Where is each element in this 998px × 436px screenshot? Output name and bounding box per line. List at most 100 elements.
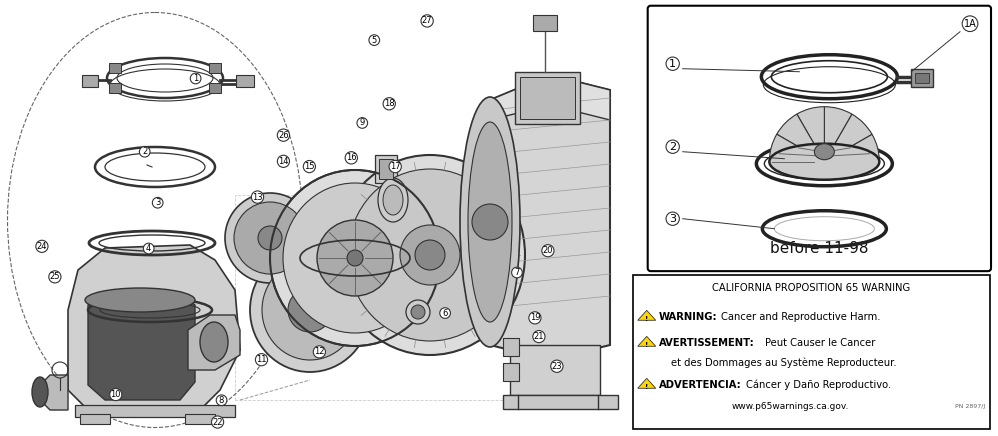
Bar xyxy=(375,155,397,183)
Ellipse shape xyxy=(411,305,425,319)
Text: before 11-98: before 11-98 xyxy=(770,241,868,255)
Text: Cancer and Reproductive Harm.: Cancer and Reproductive Harm. xyxy=(721,312,880,322)
Bar xyxy=(915,73,929,83)
Text: 9: 9 xyxy=(359,119,365,127)
Bar xyxy=(109,83,121,93)
Bar xyxy=(503,338,519,356)
Text: 6: 6 xyxy=(442,309,448,317)
Text: 3: 3 xyxy=(155,198,161,207)
Polygon shape xyxy=(88,292,195,400)
Text: 14: 14 xyxy=(278,157,288,166)
Bar xyxy=(911,69,933,87)
Text: 22: 22 xyxy=(213,418,223,426)
Text: 7: 7 xyxy=(514,268,520,277)
Text: 23: 23 xyxy=(552,362,562,371)
Text: 27: 27 xyxy=(422,17,432,25)
FancyBboxPatch shape xyxy=(648,6,991,271)
Ellipse shape xyxy=(32,377,48,407)
Text: 25: 25 xyxy=(50,272,60,281)
Text: !: ! xyxy=(645,342,649,347)
Ellipse shape xyxy=(317,220,393,296)
Text: 20: 20 xyxy=(543,246,553,255)
Bar xyxy=(515,72,580,124)
Ellipse shape xyxy=(769,144,879,180)
Bar xyxy=(210,83,222,93)
Wedge shape xyxy=(769,134,824,162)
Text: Cáncer y Daño Reproductivo.: Cáncer y Daño Reproductivo. xyxy=(746,379,891,390)
Wedge shape xyxy=(824,107,852,162)
Ellipse shape xyxy=(234,202,306,274)
Text: 8: 8 xyxy=(219,396,225,405)
Wedge shape xyxy=(796,107,824,162)
Wedge shape xyxy=(776,114,824,162)
Ellipse shape xyxy=(200,322,228,362)
Text: 21: 21 xyxy=(534,332,544,341)
Bar xyxy=(75,405,235,417)
Text: WARNING:: WARNING: xyxy=(659,312,718,322)
Bar xyxy=(80,414,110,424)
Polygon shape xyxy=(638,337,656,346)
Ellipse shape xyxy=(378,178,408,222)
Bar xyxy=(210,63,222,73)
Ellipse shape xyxy=(383,185,403,215)
Text: 26: 26 xyxy=(278,131,288,140)
Ellipse shape xyxy=(468,122,512,322)
Text: 19: 19 xyxy=(530,313,540,322)
Text: 12: 12 xyxy=(314,347,324,356)
Ellipse shape xyxy=(270,170,440,346)
Ellipse shape xyxy=(348,169,512,341)
Bar xyxy=(520,77,575,119)
Ellipse shape xyxy=(85,288,195,312)
Ellipse shape xyxy=(262,260,358,360)
Ellipse shape xyxy=(415,240,445,270)
Text: AVERTISSEMENT:: AVERTISSEMENT: xyxy=(659,337,754,347)
Text: 2: 2 xyxy=(142,147,148,156)
Text: 16: 16 xyxy=(346,153,356,162)
Text: 10: 10 xyxy=(111,390,121,399)
Ellipse shape xyxy=(225,193,315,283)
Ellipse shape xyxy=(283,183,427,333)
Text: 2: 2 xyxy=(669,142,677,152)
Ellipse shape xyxy=(400,225,460,285)
Text: 5: 5 xyxy=(371,36,377,44)
Text: 17: 17 xyxy=(390,162,400,171)
Bar xyxy=(533,15,557,31)
Text: 3: 3 xyxy=(670,214,677,224)
Bar xyxy=(379,159,393,179)
Ellipse shape xyxy=(814,144,834,160)
Polygon shape xyxy=(68,245,240,410)
Text: !: ! xyxy=(645,384,649,390)
Bar xyxy=(109,63,121,73)
Polygon shape xyxy=(40,375,68,410)
Text: 1: 1 xyxy=(193,74,199,83)
Ellipse shape xyxy=(250,248,370,372)
Bar xyxy=(236,75,254,87)
Text: 11: 11 xyxy=(256,355,266,364)
Wedge shape xyxy=(824,134,879,162)
Ellipse shape xyxy=(258,226,282,250)
Text: 13: 13 xyxy=(252,193,262,201)
Polygon shape xyxy=(490,75,610,120)
Ellipse shape xyxy=(472,204,508,240)
Bar xyxy=(503,395,618,409)
Ellipse shape xyxy=(347,250,363,266)
Ellipse shape xyxy=(406,300,430,324)
Ellipse shape xyxy=(335,155,525,355)
Text: 1: 1 xyxy=(670,59,677,69)
Polygon shape xyxy=(510,345,600,395)
Polygon shape xyxy=(638,310,656,320)
Text: www.p65warnings.ca.gov.: www.p65warnings.ca.gov. xyxy=(732,402,848,411)
Bar xyxy=(82,75,98,87)
Text: et des Dommages au Système Reproducteur.: et des Dommages au Système Reproducteur. xyxy=(671,358,896,368)
Bar xyxy=(503,363,519,381)
Text: PN 2897/J: PN 2897/J xyxy=(955,404,985,409)
Text: 1A: 1A xyxy=(964,19,976,29)
Ellipse shape xyxy=(460,97,520,347)
Wedge shape xyxy=(824,114,872,162)
Text: 24: 24 xyxy=(37,242,47,251)
Text: ADVERTENCIA:: ADVERTENCIA: xyxy=(659,380,742,390)
Polygon shape xyxy=(188,315,240,370)
Text: CALIFORNIA PROPOSITION 65 WARNING: CALIFORNIA PROPOSITION 65 WARNING xyxy=(713,283,910,293)
Bar xyxy=(185,414,215,424)
Text: Peut Causer le Cancer: Peut Causer le Cancer xyxy=(764,337,875,347)
